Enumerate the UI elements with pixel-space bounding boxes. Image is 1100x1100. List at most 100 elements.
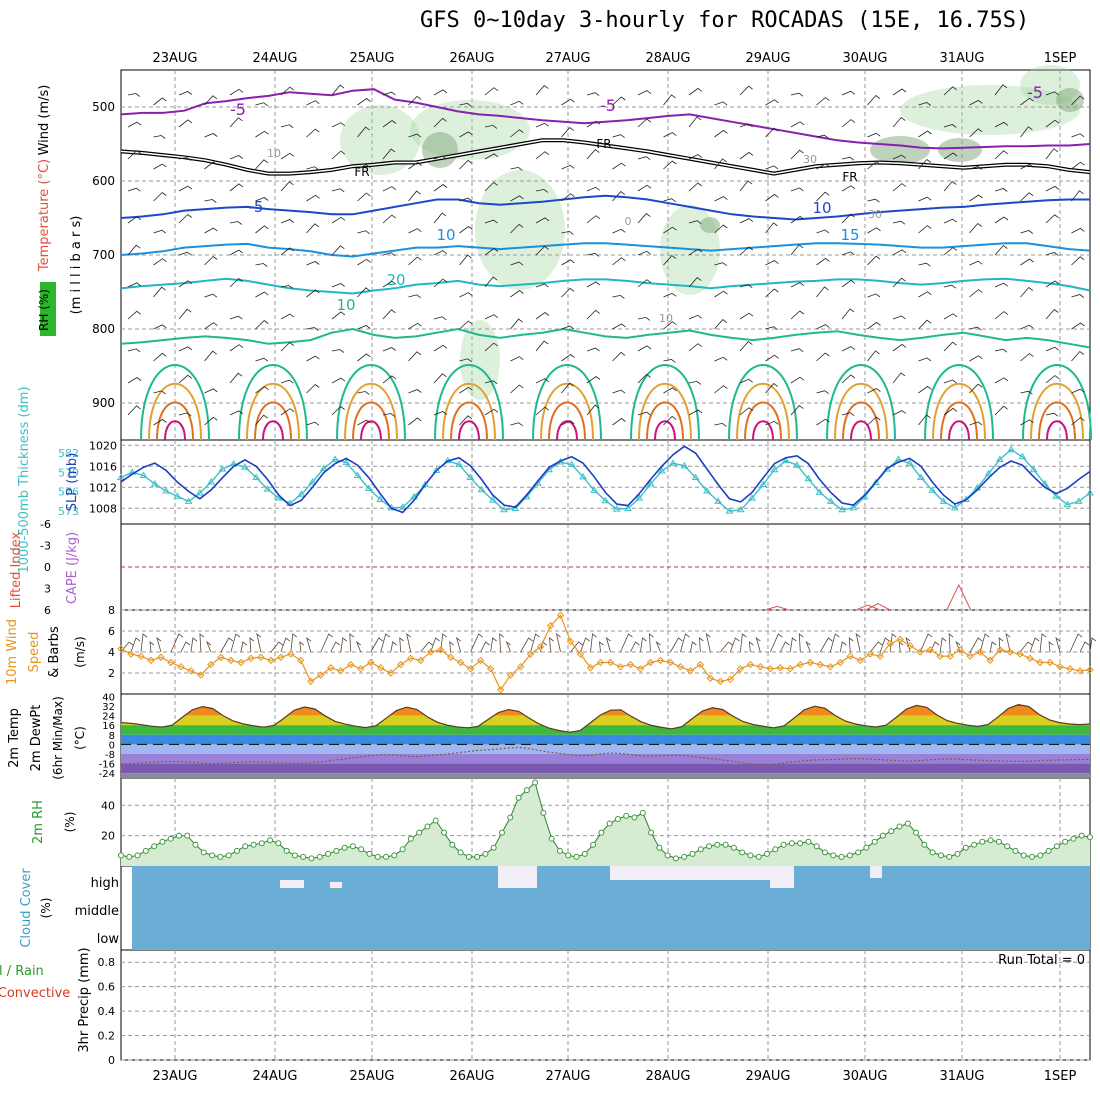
thickness-marker xyxy=(793,461,801,468)
wind-barb xyxy=(790,376,805,384)
wind-barb xyxy=(841,156,855,161)
wind-barb xyxy=(867,388,881,394)
wind-barb xyxy=(178,412,192,417)
panel-frame xyxy=(120,949,1091,1061)
wind-barb xyxy=(688,314,702,320)
wind-barb xyxy=(739,284,753,289)
wind-speed-marker xyxy=(337,667,345,675)
rh-marker xyxy=(689,850,696,857)
wind-barb xyxy=(306,383,320,394)
rh-marker xyxy=(896,823,903,830)
wind-barb xyxy=(994,84,1008,96)
slp-tick-label: 1012 xyxy=(89,481,117,494)
wind-barb xyxy=(918,319,932,330)
wind-barb xyxy=(714,319,728,330)
ylabel-temperature: Temperature (°C) xyxy=(37,159,52,272)
rh-marker xyxy=(1053,843,1060,850)
wind-barb xyxy=(484,408,499,416)
wind-barb xyxy=(1045,185,1060,192)
wind-barb xyxy=(918,158,932,170)
wind-barb-10m xyxy=(590,633,597,653)
precip-tick-label: 0.2 xyxy=(98,1030,116,1043)
thickness-marker xyxy=(928,486,937,493)
wind-barb xyxy=(637,156,651,161)
wind-speed-marker xyxy=(596,658,605,667)
wind-barb xyxy=(1071,350,1085,362)
wind-barb xyxy=(1045,148,1059,160)
thickness-marker xyxy=(252,473,261,480)
wind-barb xyxy=(688,116,702,128)
wind-barb xyxy=(612,351,626,362)
diurnal-isotherm xyxy=(826,364,896,441)
rh-marker xyxy=(424,823,431,830)
wind-barb xyxy=(765,383,779,394)
wind-barb xyxy=(765,222,778,234)
cloud-gap xyxy=(330,882,342,888)
wind-speed-marker xyxy=(956,646,964,654)
wind-barb xyxy=(510,290,524,298)
wind-barb xyxy=(1020,97,1034,106)
wind-barb xyxy=(127,348,141,353)
thickness-marker xyxy=(590,486,599,493)
wind-speed-marker xyxy=(277,653,285,661)
slp-tick-label: 1020 xyxy=(89,439,117,452)
wind-barb xyxy=(688,87,703,96)
wind-barb xyxy=(688,380,702,385)
wind-barb-10m xyxy=(1089,637,1097,653)
thickness-marker xyxy=(939,497,948,504)
wind-barb xyxy=(408,190,421,202)
rh-marker xyxy=(507,814,514,821)
wind-barb xyxy=(1020,163,1034,170)
wind-barb xyxy=(561,98,575,106)
wind-barb xyxy=(1020,258,1034,266)
wind-barb xyxy=(994,348,1008,353)
wind-barb xyxy=(714,422,727,427)
wind-barb-10m xyxy=(180,641,191,653)
wind-barb xyxy=(867,94,881,106)
rh-marker xyxy=(316,853,323,860)
wind-barb xyxy=(1071,227,1085,234)
wind-speed-marker xyxy=(686,667,695,675)
wind-speed-marker xyxy=(387,669,395,677)
rh-marker xyxy=(813,843,820,850)
wind-barb xyxy=(1020,192,1034,202)
rh-marker xyxy=(126,853,133,860)
wind-speed-marker xyxy=(556,611,565,619)
temp-band xyxy=(121,715,1090,726)
wind-barb xyxy=(663,255,677,266)
wind-speed-marker xyxy=(1076,667,1084,675)
wind-barb xyxy=(739,378,753,384)
wind-barb xyxy=(178,119,193,128)
wind-barb xyxy=(637,279,652,288)
wind-barb-10m xyxy=(655,640,661,653)
rh-shade xyxy=(475,170,565,290)
wind-barb xyxy=(586,347,600,352)
wind-barb xyxy=(892,315,906,320)
wind-barb xyxy=(280,285,294,289)
wind-barb xyxy=(841,90,855,96)
ylabel-precip: 3hr Precip (mm) xyxy=(77,947,92,1052)
wind-barb xyxy=(255,197,269,202)
wind-barb-10m xyxy=(280,637,291,653)
rh-marker xyxy=(159,838,166,845)
wind-barb xyxy=(408,228,422,234)
contour-label: -5 xyxy=(230,100,246,119)
wind-barb xyxy=(688,343,703,352)
wind-barb xyxy=(612,134,625,139)
wind-barb-10m xyxy=(130,637,141,653)
rh-shade xyxy=(340,105,420,175)
wind-barb xyxy=(867,293,881,298)
rh-marker xyxy=(656,844,663,851)
ylabel-lifted-index: Lifted Index xyxy=(9,531,24,608)
wind-barb-10m xyxy=(748,641,754,653)
thickness-marker xyxy=(184,497,193,504)
wind-barb xyxy=(790,149,804,160)
thickness-marker xyxy=(488,496,497,503)
wind-barb-10m xyxy=(455,636,462,653)
cloud-level-label: high xyxy=(91,876,119,891)
wind-barb-10m xyxy=(420,641,433,653)
rh-marker xyxy=(540,809,547,816)
wind-barb xyxy=(714,101,728,106)
wind-barb xyxy=(867,198,880,203)
rh-marker xyxy=(1012,847,1019,854)
